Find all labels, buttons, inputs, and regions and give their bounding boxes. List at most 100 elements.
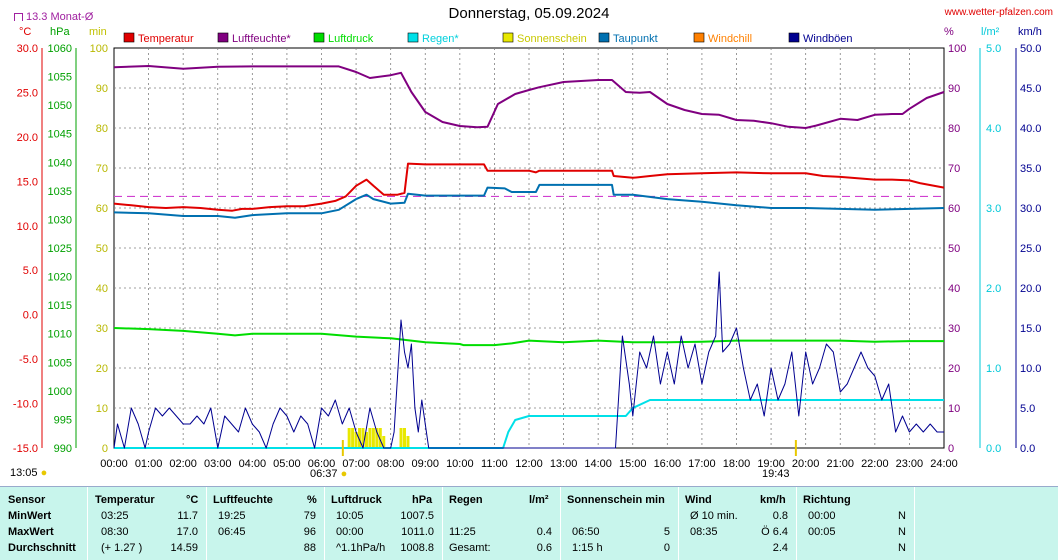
tick-label-x: 08:00 [377,458,405,470]
tick-label-x: 12:00 [515,458,543,470]
tick-label-x: 11:00 [481,458,508,470]
month-average-text: 13.3 Monat-Ø [26,11,94,23]
bar-sonnenschein [378,428,382,448]
unit-wind: km/h [1018,26,1042,38]
tick-label-sun: 40 [96,283,108,295]
table-cell-ld_val: 1011.0 [401,526,434,538]
tick-label-pressure: 1040 [48,157,72,169]
tick-label-pressure: 1015 [48,300,72,312]
tick-label-wind: 0.0 [1020,443,1035,455]
table-cell-t_val: 17.0 [176,526,198,538]
tick-label-sun: 100 [90,43,108,55]
bar-sonnenschein [406,436,410,448]
tick-label-sun: 10 [96,403,108,415]
series-line-temperatur [113,162,945,212]
tick-label-x: 18:00 [723,458,751,470]
tick-label-sun: 70 [96,163,108,175]
table-cell-d_val: N [898,510,906,522]
tick-label-humidity: 70 [948,163,960,175]
tick-label-rain: 1.0 [986,363,1001,375]
header-sonnenschein: Sonnenschein min [567,494,665,506]
site-link[interactable]: www.wetter-pfalzen.com [944,7,1053,18]
tick-label-x: 16:00 [654,458,682,470]
table-cell-d_time: 00:05 [808,526,836,538]
unit-rain: l/m² [981,26,1000,38]
table-cell-t_val: 11.7 [177,510,198,522]
bar-sonnenschein [361,428,365,448]
header-temp-unit: °C [186,494,199,506]
legend-swatch-taupunkt [598,32,610,43]
tick-label-wind: 15.0 [1020,323,1041,335]
table-cell-s_val: 5 [663,526,670,538]
tick-label-sun: 50 [96,243,108,255]
tick-label-sun: 0 [102,443,108,455]
sunset-label: 19:43 [762,468,790,480]
tick-label-pressure: 1045 [48,129,72,141]
tick-label-x: 04:00 [239,458,267,470]
tick-label-x: 19:00 [757,458,785,470]
table-cell-ld_time: ^1.1hPa/h [336,542,386,554]
bar-sonnenschein [351,428,355,448]
legend-swatch-temperatur [123,32,135,43]
tick-label-wind: 25.0 [1020,243,1041,255]
legend-swatch-luftfeuchte [217,32,229,43]
tick-label-pressure: 1050 [48,100,72,112]
tick-label-x: 01:00 [135,458,163,470]
tick-label-x: 06:00 [308,458,336,470]
tick-label-temp: 30.0 [17,43,38,55]
tick-label-sun: 20 [96,363,108,375]
legend-label-regen: Regen* [422,33,459,45]
tick-label-pressure: 1000 [48,386,72,398]
legend-swatch-sonnenschein [502,32,514,43]
tick-label-pressure: 1055 [48,72,72,84]
tick-label-rain: 5.0 [986,43,1001,55]
table-cell-lf_time: 19:25 [218,510,246,522]
tick-label-x: 14:00 [584,458,612,470]
table-cell-d_time: 00:00 [808,510,836,522]
tick-label-x: 05:00 [273,458,301,470]
tick-label-wind: 40.0 [1020,123,1041,135]
tick-label-sun: 30 [96,323,108,335]
tick-label-humidity: 60 [948,203,960,215]
bar-sonnenschein [371,428,375,448]
tick-label-humidity: 10 [948,403,960,415]
header-lf-unit: % [307,494,317,506]
bar-sonnenschein [382,436,386,448]
table-cell-ld_time: 00:00 [336,526,364,538]
unit-sun: min [89,26,107,38]
tick-label-x: 23:00 [896,458,924,470]
legend-label-sonnenschein: Sonnenschein [517,33,587,45]
tick-label-x: 17:00 [688,458,716,470]
unit-pressure: hPa [50,26,70,38]
tick-label-temp: 0.0 [23,310,38,322]
sunrise-label: 06:37 ● [310,468,348,480]
tick-label-x: 22:00 [861,458,889,470]
bar-sonnenschein [358,428,362,448]
tick-label-sun: 90 [96,83,108,95]
tick-label-x: 10:00 [446,458,474,470]
table-cell-s_time: 06:50 [572,526,600,538]
tick-label-x: 13:00 [550,458,578,470]
tick-label-pressure: 995 [54,414,72,426]
bar-sonnenschein [399,428,403,448]
table-cell-r_time: 11:25 [449,526,476,538]
header-regen: Regen [449,494,483,506]
table-cell-t_val: 14.59 [170,542,198,554]
tick-label-x: 09:00 [411,458,439,470]
table-cell-r_val: 0.4 [536,526,552,538]
tick-label-wind: 35.0 [1020,163,1041,175]
tick-label-humidity: 90 [948,83,960,95]
header-luftfeuchte: Luftfeuchte [213,494,273,506]
table-cell-t_time: 08:30 [101,526,129,538]
header-luftdruck: Luftdruck [331,494,382,506]
series-line-luftdruck [113,327,944,347]
tick-label-temp: 10.0 [17,221,38,233]
table-cell-label: MaxWert [8,526,54,538]
header-regen-unit: l/m² [529,494,549,506]
tick-label-temp: 5.0 [23,265,38,277]
tick-label-wind: 20.0 [1020,283,1041,295]
bar-sonnenschein [368,428,372,448]
table-cell-lf_val: 96 [303,526,316,538]
tick-label-pressure: 1010 [48,329,72,341]
legend-swatch-regen [407,32,419,43]
